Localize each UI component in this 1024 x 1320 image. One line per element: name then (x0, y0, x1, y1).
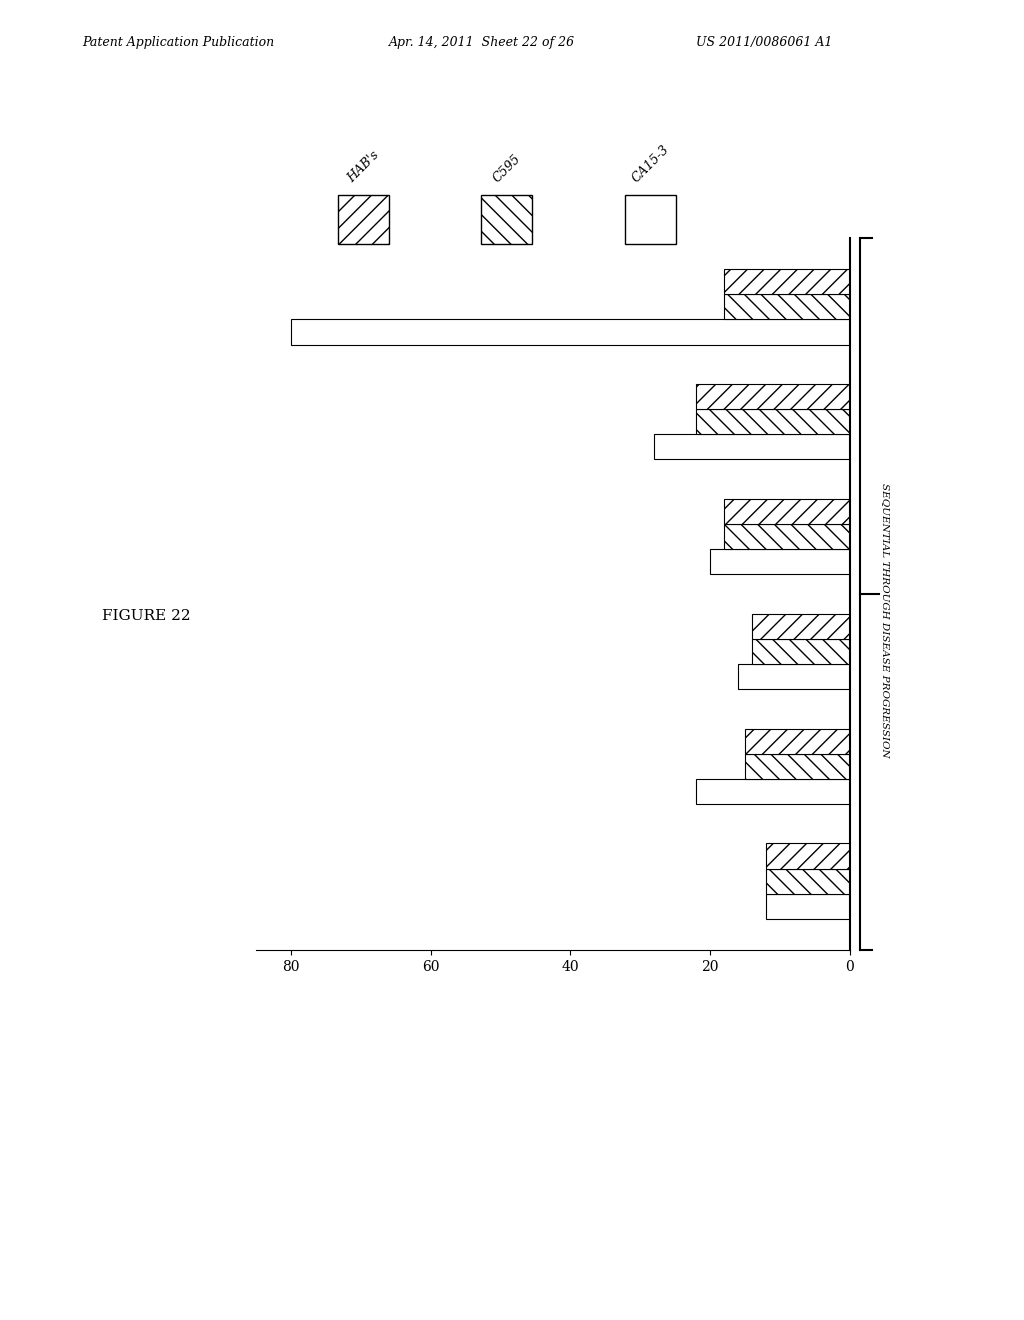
Bar (696, 409, 850, 434)
Bar (724, 294, 850, 319)
Bar (766, 869, 850, 894)
Bar (745, 729, 850, 754)
Bar (738, 664, 850, 689)
Bar (724, 499, 850, 524)
Text: CA15-3: CA15-3 (629, 143, 672, 185)
Text: FIGURE 22: FIGURE 22 (102, 610, 191, 623)
Bar (752, 614, 850, 639)
Bar (696, 779, 850, 804)
Bar (724, 524, 850, 549)
Text: Apr. 14, 2011  Sheet 22 of 26: Apr. 14, 2011 Sheet 22 of 26 (389, 36, 575, 49)
Text: HAB's: HAB's (345, 148, 382, 185)
Text: SEQUENTIAL THROUGH DISEASE PROGRESSION: SEQUENTIAL THROUGH DISEASE PROGRESSION (882, 483, 890, 758)
Bar (654, 434, 850, 459)
Bar (766, 894, 850, 919)
Bar (766, 843, 850, 869)
Bar (696, 384, 850, 409)
Bar (711, 549, 850, 574)
Bar (745, 754, 850, 779)
Bar (291, 319, 850, 345)
Text: Patent Application Publication: Patent Application Publication (82, 36, 274, 49)
Bar (724, 269, 850, 294)
Text: C595: C595 (490, 152, 523, 185)
Bar (752, 639, 850, 664)
Text: US 2011/0086061 A1: US 2011/0086061 A1 (696, 36, 833, 49)
